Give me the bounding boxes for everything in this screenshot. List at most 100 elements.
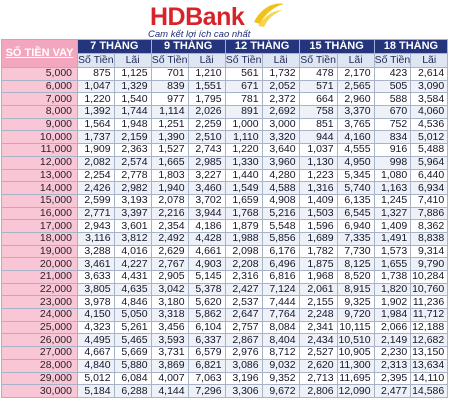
interest-cell: 4,280 [261, 168, 300, 183]
amount-cell: 5,184 [77, 384, 115, 398]
interest-cell: 1,732 [261, 67, 300, 81]
interest-cell: 9,352 [261, 371, 300, 386]
table-row: 27,000 4,667 5,669 3,731 6,579 2,976 8,712 2,52… [1, 346, 449, 360]
amount-cell: 1,968 [298, 270, 338, 284]
amount-cell: 2,078 [150, 193, 189, 208]
amount-cell: 2,647 [224, 308, 263, 322]
interest-cell: 3,765 [336, 117, 375, 132]
amount-cell: 1,047 [77, 79, 115, 94]
interest-cell: 1,744 [113, 105, 152, 119]
amount-cell: 1,110 [224, 130, 263, 145]
loan-amount-cell: 6,000 [1, 79, 78, 94]
amount-cell: 2,943 [77, 219, 115, 233]
interest-cell: 13,634 [410, 358, 449, 373]
interest-cell: 4,555 [336, 143, 375, 157]
interest-cell: 6,288 [113, 384, 152, 398]
amount-cell: 571 [298, 79, 338, 94]
amount-cell: 1,659 [224, 193, 263, 208]
table-row: 22,000 3,805 4,635 3,042 5,378 2,427 7,124 2,06… [1, 282, 449, 297]
interest-cell: 12,188 [410, 320, 449, 335]
interest-cell: 2,170 [336, 67, 375, 81]
amount-cell: 3,196 [224, 371, 263, 386]
interest-cell: 5,669 [113, 346, 152, 360]
loan-amount-cell: 5,000 [1, 67, 78, 81]
loan-rate-table: SỐ TIỀN VAY 7 THÁNG 9 THÁNG 12 THÁNG 15 … [1, 39, 449, 398]
amount-cell: 2,599 [77, 193, 115, 208]
interest-cell: 2,052 [261, 79, 300, 94]
loan-amount-cell: 21,000 [1, 270, 78, 284]
amount-cell: 1,984 [373, 308, 412, 322]
interest-cell: 6,545 [336, 206, 375, 221]
amount-cell: 2,208 [224, 257, 263, 271]
interest-cell: 12,090 [336, 384, 375, 398]
amount-cell: 851 [298, 117, 338, 132]
loan-amount-cell: 26,000 [1, 333, 78, 348]
interest-cell: 6,135 [336, 193, 375, 208]
interest-subheader: Lãi [187, 53, 226, 68]
amount-cell: 3,456 [150, 320, 189, 335]
term-header: 18 THÁNG [373, 39, 449, 54]
amount-cell: 2,066 [373, 320, 412, 335]
interest-cell: 7,063 [187, 371, 226, 386]
table-row: 8,000 1,392 1,744 1,114 2,026 891 2,692 758 3,37… [1, 105, 449, 119]
amount-subheader: Số Tiền [224, 53, 263, 68]
amount-cell: 3,116 [77, 231, 115, 246]
amount-cell: 875 [77, 67, 115, 81]
table-row: 7,000 1,220 1,540 977 1,795 781 2,372 664 2,960 5… [1, 92, 449, 107]
term-header: 9 THÁNG [150, 39, 226, 54]
table-row: 14,000 2,426 2,982 1,940 3,460 1,549 4,588 1,31… [1, 181, 449, 195]
amount-cell: 3,086 [224, 358, 263, 373]
interest-cell: 4,016 [113, 244, 152, 259]
amount-cell: 505 [373, 79, 412, 94]
amount-cell: 701 [150, 67, 189, 81]
interest-cell: 2,259 [187, 117, 226, 132]
amount-cell: 1,163 [373, 181, 412, 195]
interest-cell: 4,428 [187, 231, 226, 246]
loan-amount-cell: 25,000 [1, 320, 78, 335]
interest-cell: 6,934 [410, 181, 449, 195]
amount-cell: 3,306 [224, 384, 263, 398]
brand-tagline: Cam kết lợi ích cao nhất [148, 29, 251, 40]
term-header: 15 THÁNG [298, 39, 375, 54]
amount-cell: 758 [298, 105, 338, 119]
interest-cell: 1,540 [113, 92, 152, 107]
interest-cell: 9,790 [410, 257, 449, 271]
hdbank-logo: HDBank Cam kết lợi ích cao nhất [138, 2, 318, 40]
amount-cell: 1,409 [298, 193, 338, 208]
amount-cell: 1,392 [77, 105, 115, 119]
term-header: 12 THÁNG [224, 39, 300, 54]
amount-cell: 4,007 [150, 371, 189, 386]
amount-cell: 4,144 [150, 384, 189, 398]
interest-cell: 14,586 [410, 384, 449, 398]
amount-cell: 839 [150, 79, 189, 94]
interest-cell: 3,584 [410, 92, 449, 107]
interest-cell: 6,496 [261, 257, 300, 271]
amount-cell: 3,461 [77, 257, 115, 271]
loan-amount-cell: 23,000 [1, 295, 78, 310]
interest-cell: 5,620 [187, 295, 226, 310]
amount-cell: 671 [224, 79, 263, 94]
amount-cell: 2,620 [298, 358, 338, 373]
amount-cell: 2,316 [224, 270, 263, 284]
sub-header-row: Số Tiền Lãi Số Tiền Lãi Số Tiền Lãi Số T… [2, 53, 449, 68]
interest-cell: 2,565 [336, 79, 375, 94]
table-row: 12,000 2,082 2,574 1,665 2,985 1,330 3,960 1,13… [1, 155, 449, 170]
interest-cell: 3,601 [113, 219, 152, 233]
amount-subheader: Số Tiền [77, 53, 115, 68]
amount-cell: 4,495 [77, 333, 115, 348]
interest-cell: 5,880 [113, 358, 152, 373]
amount-cell: 2,434 [298, 333, 338, 348]
amount-cell: 1,902 [373, 295, 412, 310]
interest-cell: 4,588 [261, 181, 300, 195]
loan-amount-cell: 27,000 [1, 346, 78, 360]
interest-cell: 1,210 [187, 67, 226, 81]
brand-bank: Bank [185, 3, 245, 31]
amount-cell: 1,327 [373, 206, 412, 221]
interest-cell: 7,444 [261, 295, 300, 310]
interest-cell: 6,940 [336, 219, 375, 233]
amount-cell: 1,768 [224, 206, 263, 221]
amount-cell: 1,409 [373, 219, 412, 233]
table-row: 16,000 2,771 3,397 2,216 3,944 1,768 5,216 1,50… [1, 206, 449, 221]
amount-cell: 670 [373, 105, 412, 119]
amount-cell: 1,879 [224, 219, 263, 233]
